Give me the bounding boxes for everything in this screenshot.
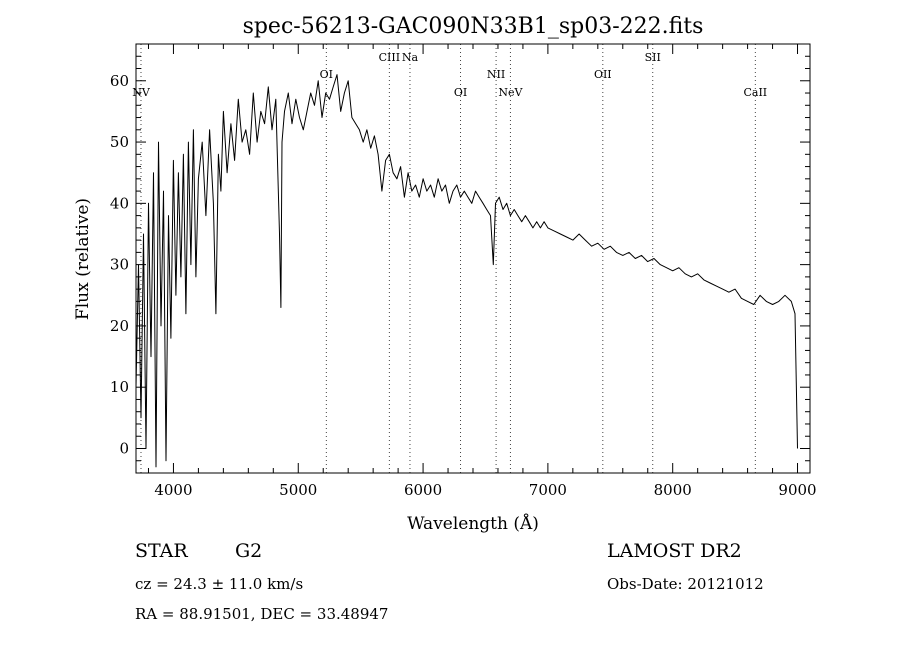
x-axis-label: Wavelength (Å) <box>407 513 539 534</box>
y-tick-label: 10 <box>110 378 129 396</box>
x-tick-label: 5000 <box>279 481 317 499</box>
x-tick-label: 7000 <box>529 481 567 499</box>
line-marker-label: NV <box>132 86 151 99</box>
line-marker-label: NeV <box>498 86 523 99</box>
y-tick-label: 50 <box>110 133 129 151</box>
x-tick-label: 6000 <box>404 481 442 499</box>
y-tick-label: 0 <box>119 439 129 457</box>
spectrum-line <box>135 74 798 468</box>
y-tick-label: 40 <box>110 194 129 212</box>
survey-name: LAMOST DR2 <box>607 540 742 562</box>
x-tick-label: 4000 <box>154 481 192 499</box>
line-marker-label: OI <box>454 86 467 99</box>
line-marker-label: OII <box>594 68 612 81</box>
object-subclass: G2 <box>235 540 263 562</box>
axes: 4000 5000 6000 7000 8000 9000 0 10 20 30 40 50 60 <box>110 44 817 499</box>
spectrum-series <box>135 74 798 468</box>
line-marker-label: NII <box>487 68 505 81</box>
x-tick-label: 9000 <box>778 481 816 499</box>
line-marker-label: CIII <box>379 51 400 64</box>
plot-frame <box>135 43 811 474</box>
y-tick-label: 30 <box>110 256 129 274</box>
chart-title: spec-56213-GAC090N33B1_sp03-222.fits <box>243 14 704 39</box>
line-marker-label: CaII <box>743 86 767 99</box>
obs-date: Obs-Date: 20121012 <box>607 575 764 593</box>
line-marker-label: Na <box>402 51 419 64</box>
y-tick-label: 60 <box>110 72 129 90</box>
y-axis-label: Flux (relative) <box>73 198 93 320</box>
line-marker-label: SII <box>645 51 661 64</box>
redshift-info: cz = 24.3 ± 11.0 km/s <box>135 575 304 593</box>
emission-line-markers: NV OI CIII Na OI NII NeV OII SII CaII <box>132 44 767 473</box>
y-tick-label: 20 <box>110 317 129 335</box>
object-class: STAR <box>135 540 188 562</box>
x-tick-label: 8000 <box>654 481 692 499</box>
coordinates: RA = 88.91501, DEC = 33.48947 <box>135 605 389 623</box>
line-marker-label: OI <box>320 68 333 81</box>
